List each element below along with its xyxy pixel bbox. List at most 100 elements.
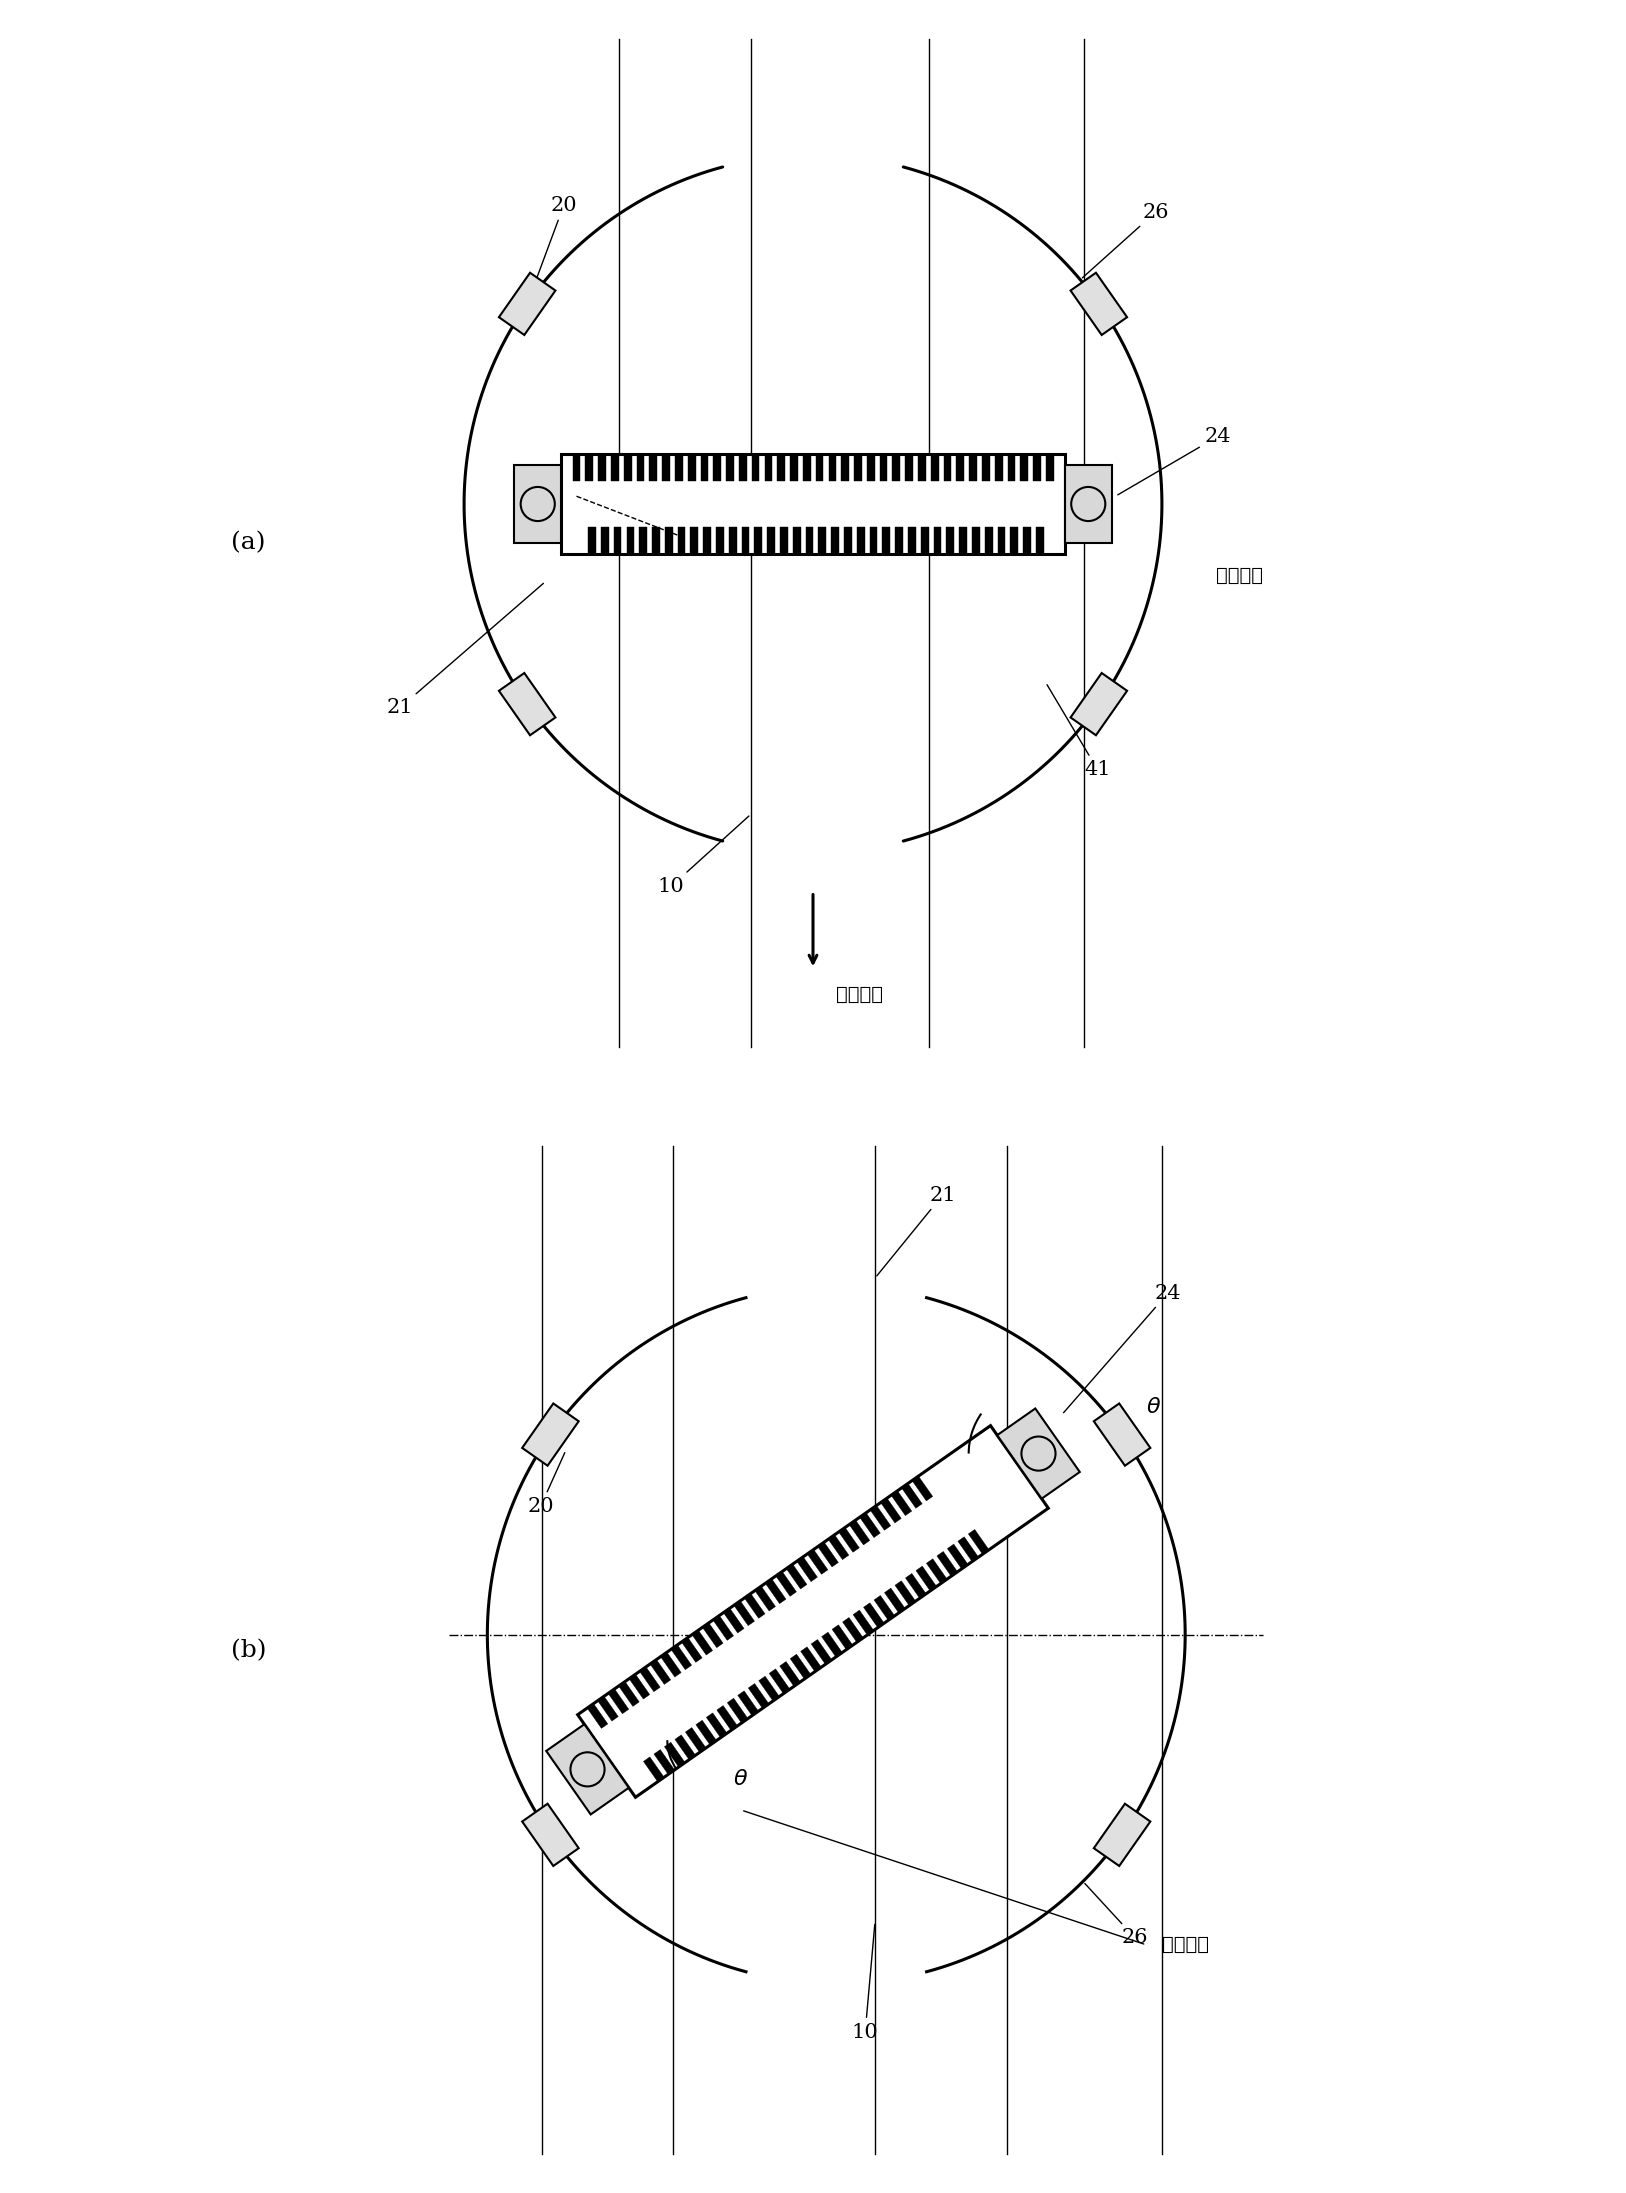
Polygon shape xyxy=(751,454,759,480)
Polygon shape xyxy=(803,454,811,480)
Polygon shape xyxy=(995,454,1003,480)
Polygon shape xyxy=(811,1640,833,1664)
Polygon shape xyxy=(702,1623,724,1647)
Polygon shape xyxy=(1033,454,1041,480)
Polygon shape xyxy=(660,1651,681,1678)
Polygon shape xyxy=(780,526,789,555)
Polygon shape xyxy=(1070,272,1127,336)
Polygon shape xyxy=(665,1741,685,1768)
Polygon shape xyxy=(1021,454,1028,480)
Polygon shape xyxy=(714,454,720,480)
Polygon shape xyxy=(652,526,660,555)
Polygon shape xyxy=(629,1673,650,1700)
Polygon shape xyxy=(704,526,711,555)
Polygon shape xyxy=(1094,1404,1150,1465)
Polygon shape xyxy=(842,1618,863,1643)
Polygon shape xyxy=(587,1704,608,1728)
Polygon shape xyxy=(686,1728,706,1752)
Polygon shape xyxy=(919,454,925,480)
Polygon shape xyxy=(891,1491,912,1515)
Polygon shape xyxy=(806,1550,828,1575)
Polygon shape xyxy=(870,526,878,555)
Polygon shape xyxy=(860,1513,880,1537)
Polygon shape xyxy=(956,454,964,480)
Polygon shape xyxy=(598,454,606,480)
Polygon shape xyxy=(706,1713,727,1737)
Polygon shape xyxy=(764,454,772,480)
Polygon shape xyxy=(839,1529,859,1553)
Polygon shape xyxy=(969,1529,989,1555)
Polygon shape xyxy=(748,1684,769,1708)
Polygon shape xyxy=(728,526,737,555)
Bar xyxy=(1065,465,1112,542)
Polygon shape xyxy=(715,526,724,555)
Polygon shape xyxy=(649,454,657,480)
Polygon shape xyxy=(969,454,977,480)
Polygon shape xyxy=(769,1669,790,1693)
Polygon shape xyxy=(701,454,709,480)
Polygon shape xyxy=(688,454,696,480)
Polygon shape xyxy=(678,526,686,555)
Polygon shape xyxy=(1010,526,1018,555)
Polygon shape xyxy=(672,1645,691,1669)
Polygon shape xyxy=(693,1629,712,1656)
Polygon shape xyxy=(522,1803,579,1866)
Polygon shape xyxy=(875,1597,894,1621)
Polygon shape xyxy=(927,1559,946,1583)
Polygon shape xyxy=(800,1647,821,1671)
Text: 10: 10 xyxy=(659,816,750,895)
Polygon shape xyxy=(885,1588,906,1612)
Polygon shape xyxy=(818,1542,839,1568)
Polygon shape xyxy=(727,1697,748,1724)
Text: 20: 20 xyxy=(528,195,577,300)
Polygon shape xyxy=(790,454,798,480)
Text: 41: 41 xyxy=(1047,684,1111,779)
Polygon shape xyxy=(1094,1803,1150,1866)
Polygon shape xyxy=(776,1572,797,1597)
Polygon shape xyxy=(759,1675,779,1702)
Text: 10: 10 xyxy=(852,1925,878,2042)
Polygon shape xyxy=(959,526,967,555)
Polygon shape xyxy=(870,1504,891,1531)
Polygon shape xyxy=(997,526,1005,555)
Text: (a): (a) xyxy=(231,531,267,555)
Polygon shape xyxy=(650,1660,670,1684)
Polygon shape xyxy=(985,526,992,555)
Polygon shape xyxy=(675,454,683,480)
Polygon shape xyxy=(639,526,647,555)
Polygon shape xyxy=(854,454,862,480)
Polygon shape xyxy=(790,1654,811,1680)
Polygon shape xyxy=(618,1682,639,1706)
Polygon shape xyxy=(833,1625,852,1649)
Polygon shape xyxy=(933,526,941,555)
Polygon shape xyxy=(937,1550,958,1577)
Polygon shape xyxy=(920,526,928,555)
Polygon shape xyxy=(577,1425,1049,1798)
Text: θ: θ xyxy=(733,1770,746,1789)
Polygon shape xyxy=(561,454,1065,555)
Polygon shape xyxy=(589,526,595,555)
Polygon shape xyxy=(754,1586,776,1612)
Polygon shape xyxy=(766,1579,785,1603)
Polygon shape xyxy=(522,1404,579,1465)
Polygon shape xyxy=(717,1706,738,1730)
Polygon shape xyxy=(906,454,914,480)
Polygon shape xyxy=(818,526,826,555)
Polygon shape xyxy=(681,1638,702,1662)
Polygon shape xyxy=(1036,526,1044,555)
Text: θ: θ xyxy=(1146,1397,1161,1417)
Polygon shape xyxy=(1070,673,1127,735)
Polygon shape xyxy=(805,526,813,555)
Polygon shape xyxy=(665,526,673,555)
Polygon shape xyxy=(841,454,849,480)
Polygon shape xyxy=(894,1581,915,1605)
Text: 21: 21 xyxy=(876,1186,956,1276)
Text: 取向方向: 取向方向 xyxy=(1163,1936,1208,1954)
Polygon shape xyxy=(626,526,634,555)
Polygon shape xyxy=(831,526,839,555)
Polygon shape xyxy=(654,1750,675,1774)
Polygon shape xyxy=(499,272,556,336)
Polygon shape xyxy=(738,1691,758,1715)
Polygon shape xyxy=(608,1689,629,1713)
Polygon shape xyxy=(767,526,776,555)
